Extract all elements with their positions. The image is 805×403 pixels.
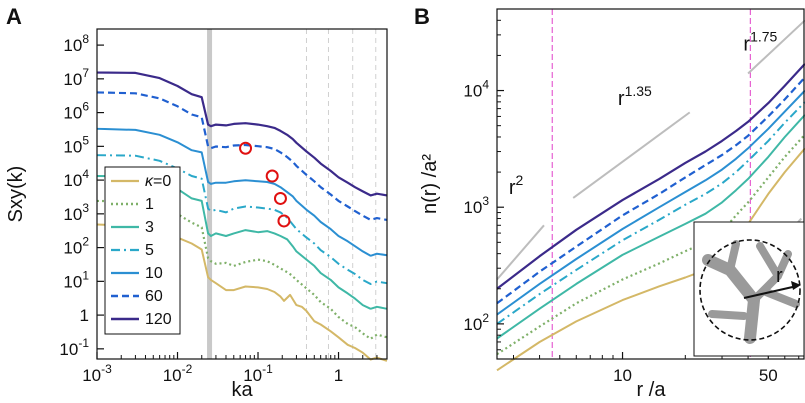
- y-tick-label-1: 1: [80, 306, 89, 325]
- x-tick-label-1: 10-2: [163, 362, 193, 385]
- vertical-band: [207, 29, 213, 359]
- panel-b-frame: [496, 8, 805, 360]
- legend-label-1: 1: [145, 196, 154, 213]
- y-tick-label-9: 108: [63, 32, 89, 55]
- guide-line-0: [496, 224, 545, 281]
- b-x-tick-label-1: 50: [759, 366, 778, 385]
- inset-branch-2: [726, 240, 740, 274]
- series-b-line-4: [496, 89, 805, 316]
- panel-a-series: [97, 73, 387, 361]
- guide-line-1: [572, 111, 691, 199]
- legend-label-3: 5: [145, 242, 154, 259]
- y-tick-label-0: 10-1: [59, 336, 89, 359]
- y-tick-label-8: 107: [63, 66, 89, 89]
- inset-branch-4: [762, 288, 800, 308]
- panel-a-frame: [96, 28, 388, 360]
- series-line-0: [97, 225, 387, 361]
- panel-b-ticks: 10 50 102 103 104: [463, 8, 800, 385]
- guide-label-0: r2: [509, 172, 524, 199]
- inset-branch-3: [708, 310, 748, 320]
- x-tick-label-3: 1: [334, 366, 343, 385]
- inset-branch-0: [702, 254, 760, 344]
- inset-radius-arrow: [743, 285, 798, 299]
- inset-arrow-head: [791, 281, 801, 290]
- panel-a-decorations: [207, 29, 377, 359]
- inset-circle: [699, 239, 801, 341]
- panel-a-x-axis-label: ka: [231, 379, 253, 401]
- b-y-tick-label-2: 104: [463, 78, 489, 101]
- panel-b-x-axis-label: r /a: [637, 379, 667, 401]
- b-y-tick-label-1: 103: [463, 194, 489, 217]
- x-tick-label-2: 10-1: [243, 362, 273, 385]
- b-y-tick-label-0: 102: [463, 311, 489, 334]
- panel-b-y-axis-label: n(r) /a²: [419, 154, 441, 214]
- legend-label-2: 3: [145, 219, 154, 236]
- panel-b-letter: B: [414, 4, 430, 29]
- legend-label-6: 120: [145, 311, 172, 328]
- series-line-6: [97, 73, 387, 196]
- y-tick-label-4: 103: [63, 201, 89, 224]
- series-b-line-5: [496, 76, 805, 305]
- series-line-5: [97, 92, 387, 219]
- panel-a-ticks: 10-3 10-2 10-1 110-111011021031041051061071…: [59, 32, 388, 385]
- peak-marker-3: [277, 214, 291, 228]
- legend-label-5: 60: [145, 288, 163, 305]
- peak-marker-0: [239, 141, 253, 155]
- legend-label-4: 10: [145, 265, 163, 282]
- y-tick-label-5: 104: [63, 167, 89, 190]
- inset-radius-label: r: [776, 265, 783, 287]
- b-x-tick-label-0: 10: [613, 366, 632, 385]
- panel-b-inset: r: [693, 221, 805, 357]
- series-b-line-2: [496, 114, 805, 340]
- panel-a-chart: 10-3 10-2 10-1 110-111011021031041051061071…: [5, 28, 388, 401]
- y-tick-label-3: 102: [63, 235, 89, 258]
- peak-marker-1: [265, 169, 279, 183]
- guide-label-1: r1.35: [618, 83, 652, 110]
- series-b-line-6: [496, 62, 805, 290]
- series-line-1: [97, 201, 387, 339]
- y-tick-label-2: 101: [63, 268, 89, 291]
- y-tick-label-6: 105: [63, 133, 89, 156]
- guide-line-2: [747, 19, 805, 75]
- guide-label-2: r1.75: [743, 29, 777, 56]
- series-line-4: [97, 129, 387, 256]
- series-b-line-3: [496, 101, 805, 325]
- panel-a-legend: κ=0 1 3 5 10 60 120: [104, 166, 181, 335]
- legend-label-0: κ=0: [145, 173, 171, 190]
- y-tick-label-7: 106: [63, 100, 89, 123]
- inset-branch-5: [756, 242, 782, 280]
- series-line-2: [97, 176, 387, 309]
- x-tick-label-0: 10-3: [82, 362, 112, 385]
- panel-a-letter: A: [6, 4, 22, 29]
- series-line-3: [97, 155, 387, 284]
- peak-marker-2: [273, 191, 287, 205]
- panel-a-peak-markers: [239, 141, 291, 228]
- panel-a-y-axis-label: Sxy(k): [5, 166, 27, 223]
